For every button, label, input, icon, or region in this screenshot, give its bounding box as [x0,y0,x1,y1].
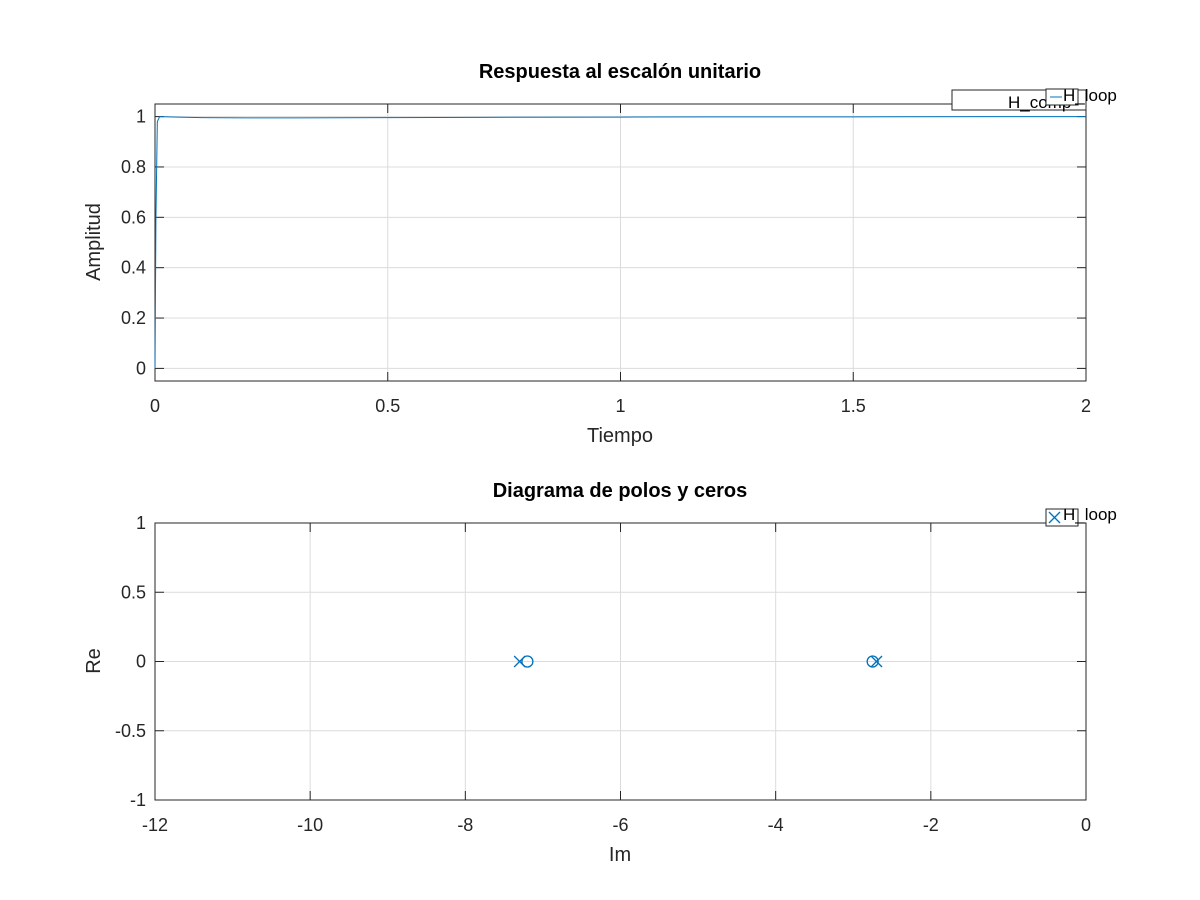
zero-marker [521,655,534,668]
legend-x-marker [1048,511,1061,524]
x-tick-label: -12 [142,815,168,835]
y-tick-label: 0.8 [121,157,146,177]
x-tick-label: -4 [768,815,784,835]
x-tick-label: -10 [297,815,323,835]
y-tick-label: 0.4 [121,258,146,278]
step-response-xlabel: Tiempo [587,425,653,447]
x-tick-label: -6 [612,815,628,835]
legend-label: H_loop [1063,505,1117,524]
step-response-axes: 0 0.5 1 1.5 2 0 0.2 0.4 0.6 0.8 1 Respuesta al esc… [83,61,1117,447]
y-tick-label: 0.6 [121,207,146,227]
y-tick-label: 0.2 [121,308,146,328]
y-tick-label: -0.5 [115,721,146,741]
x-tick-label: 0.5 [375,396,400,416]
legend-box [1045,508,1079,527]
x-tick-label: -2 [923,815,939,835]
y-tick-label: 1 [136,513,146,533]
x-tick-label: 1.5 [841,396,866,416]
plot-layer: 0 0.5 1 1.5 2 0 0.2 0.4 0.6 0.8 1 [121,103,1091,416]
x-tick-label: 0 [1081,815,1091,835]
series-line-h-loop [154,116,1086,369]
step-response-legend: H_comp H_loop [951,86,1117,112]
x-tick-label: 0 [150,396,160,416]
step-response-title: Respuesta al escalón unitario [479,61,761,83]
zero-marker [866,655,879,668]
pole-zero-xlabel: Im [609,844,631,866]
plot-layer: -12 -10 -8 -6 -4 -2 0 -1 -0.5 0 0.5 1 [115,513,1091,835]
pole-zero-legend: H_loop [1045,505,1117,527]
legend-label-primary: H_loop [1063,86,1117,105]
y-tick-label: 0 [136,358,146,378]
pole-zero-axes: -12 -10 -8 -6 -4 -2 0 -1 -0.5 0 0.5 1 Diagrama de p… [83,480,1117,866]
x-tick-label: -8 [457,815,473,835]
y-tick-label: 1 [136,107,146,127]
x-tick-label: 2 [1081,396,1091,416]
pole-zero-ylabel: Re [83,648,105,674]
y-tick-label: -1 [130,790,146,810]
y-tick-label: 0.5 [121,582,146,602]
pole-zero-title: Diagrama de polos y ceros [493,480,748,502]
y-tick-label: 0 [136,652,146,672]
pole-marker [870,655,883,668]
step-response-ylabel: Amplitud [83,203,105,281]
x-tick-label: 1 [615,396,625,416]
